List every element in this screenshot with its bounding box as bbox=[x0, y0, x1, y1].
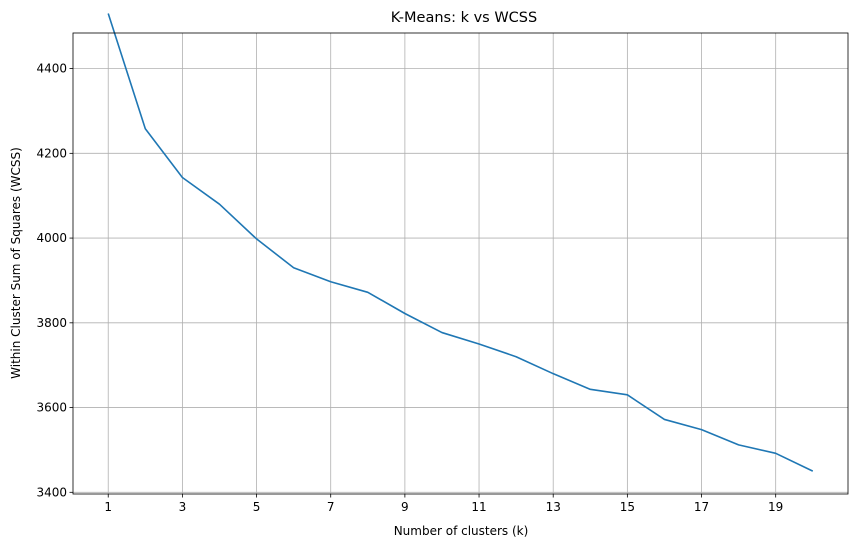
y-tick-label: 4400 bbox=[36, 62, 67, 76]
series-line bbox=[107, 13, 814, 472]
chart-title: K-Means: k vs WCSS bbox=[391, 10, 537, 26]
y-axis-label: Within Cluster Sum of Squares (WCSS) bbox=[9, 147, 23, 379]
x-tick-label: 13 bbox=[546, 500, 561, 514]
grid-layer bbox=[73, 33, 848, 494]
x-tick-label: 9 bbox=[401, 500, 409, 514]
x-tick-label: 19 bbox=[768, 500, 783, 514]
y-tick-label: 3400 bbox=[36, 485, 67, 499]
plot-frame bbox=[72, 32, 849, 495]
x-tick-label: 11 bbox=[471, 500, 486, 514]
y-tick-label: 3600 bbox=[36, 401, 67, 415]
x-axis-ticks: 1 3 5 7 9 11 13 15 17 19 bbox=[104, 494, 783, 514]
series-layer bbox=[107, 13, 814, 472]
y-tick-label: 3800 bbox=[36, 316, 67, 330]
x-axis-label: Number of clusters (k) bbox=[394, 524, 529, 538]
y-tick-label: 4000 bbox=[36, 231, 67, 245]
x-tick-label: 17 bbox=[694, 500, 709, 514]
x-tick-label: 3 bbox=[179, 500, 187, 514]
y-tick-label: 4200 bbox=[36, 146, 67, 160]
y-axis-ticks: 3400 3600 3800 4000 4200 4400 bbox=[36, 62, 73, 499]
x-tick-label: 7 bbox=[327, 500, 335, 514]
x-tick-label: 1 bbox=[104, 500, 112, 514]
x-tick-label: 5 bbox=[253, 500, 261, 514]
x-tick-label: 15 bbox=[620, 500, 635, 514]
